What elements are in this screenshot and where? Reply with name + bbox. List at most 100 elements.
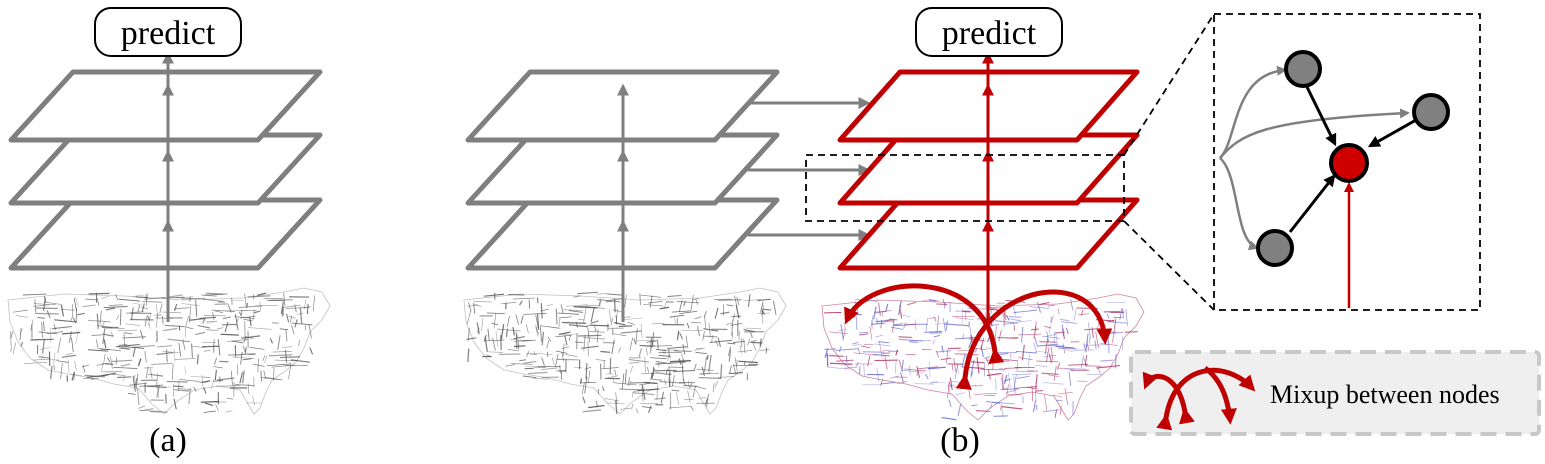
map-road <box>69 373 82 376</box>
map-road <box>655 348 667 352</box>
map-road <box>552 357 555 365</box>
map-road <box>578 304 601 307</box>
map-road <box>582 396 586 404</box>
map-road <box>536 313 540 330</box>
map-road <box>743 338 746 354</box>
map-road <box>524 367 534 370</box>
map-road <box>298 339 301 347</box>
map-road <box>748 294 751 307</box>
map-road <box>533 378 549 380</box>
map-road <box>676 330 680 340</box>
map-road <box>1033 342 1037 353</box>
map-road <box>103 306 128 309</box>
map-road <box>657 339 659 349</box>
map-road <box>1047 304 1055 307</box>
map-road <box>53 324 57 331</box>
map-road <box>658 352 667 354</box>
map-road <box>148 373 164 377</box>
panel-a: predict (a) <box>7 7 331 459</box>
map-road <box>644 356 646 373</box>
map-road <box>986 400 1001 404</box>
map-road <box>1044 325 1052 329</box>
map-road <box>129 382 148 386</box>
map-road <box>200 400 220 403</box>
map-road <box>119 308 122 326</box>
map-road <box>122 336 146 339</box>
map-road <box>1061 324 1065 337</box>
map-road <box>500 324 505 340</box>
map-road <box>863 364 865 377</box>
map-road <box>555 350 568 354</box>
map-road <box>264 355 268 364</box>
map-road <box>174 388 190 392</box>
map-road <box>1016 375 1030 379</box>
map-road <box>500 301 517 305</box>
map-road <box>651 345 673 347</box>
map-road <box>139 330 144 340</box>
map-road <box>238 305 263 308</box>
map-road <box>827 366 850 370</box>
map-road <box>284 304 301 308</box>
map-road <box>904 368 927 372</box>
map-road <box>60 363 63 379</box>
map-road <box>53 352 56 365</box>
zoom-connector-bottom <box>1123 220 1215 311</box>
map-road <box>736 296 740 306</box>
map-road <box>643 304 664 307</box>
map-road <box>936 303 948 306</box>
predict-box-b <box>915 7 1063 57</box>
map-road <box>1100 359 1114 362</box>
map-road <box>179 379 200 382</box>
map-road <box>682 343 686 355</box>
map-road <box>204 402 214 406</box>
map-road <box>244 293 247 306</box>
map-road <box>306 303 309 315</box>
map-road <box>1029 306 1049 309</box>
map-road <box>42 321 45 332</box>
layer-a-bottom <box>8 197 323 271</box>
zoom-inset <box>1213 13 1481 311</box>
map-road <box>853 343 861 346</box>
map-road <box>467 304 478 308</box>
map-road <box>709 339 733 344</box>
map-road <box>146 315 151 321</box>
map-road <box>1034 387 1037 402</box>
map-road <box>288 362 292 379</box>
map-road <box>1050 316 1053 323</box>
map-road <box>163 327 178 332</box>
map-road <box>587 327 590 343</box>
map-road <box>467 311 471 324</box>
map-road <box>584 376 588 394</box>
map-road <box>35 307 58 310</box>
map-road <box>596 329 599 343</box>
map-road <box>697 386 706 390</box>
map-road <box>663 301 667 310</box>
map-road <box>874 359 898 362</box>
map-road <box>1012 304 1017 316</box>
map-road <box>260 377 283 381</box>
map-road <box>667 294 682 298</box>
map-road <box>953 358 957 372</box>
map-road <box>294 304 297 313</box>
map-road <box>82 377 96 380</box>
map-road <box>522 375 537 379</box>
map-road <box>671 310 691 313</box>
map-road <box>694 316 702 320</box>
map-road <box>539 325 559 329</box>
map-road <box>729 365 732 374</box>
map-road <box>238 311 242 317</box>
map-road <box>568 324 588 328</box>
map-road <box>304 325 307 330</box>
map-road <box>34 299 37 313</box>
map-road <box>1055 345 1075 349</box>
map-road <box>598 300 602 308</box>
map-road <box>486 312 505 315</box>
map-road <box>943 318 946 332</box>
map-road <box>42 338 45 354</box>
map-road <box>727 342 736 345</box>
map-road <box>118 347 130 350</box>
map-road <box>581 382 585 395</box>
map-road <box>679 332 683 340</box>
map-road <box>213 339 215 353</box>
map-road <box>607 375 619 378</box>
